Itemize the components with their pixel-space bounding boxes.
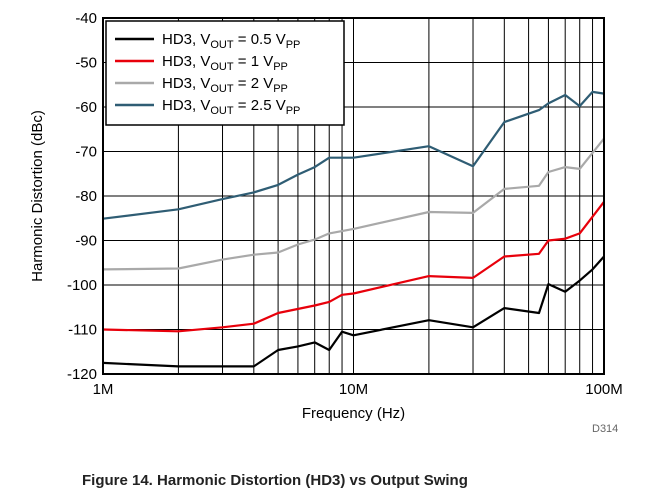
series-line-1 [102, 255, 605, 368]
y-tick-label: -120 [67, 366, 97, 383]
legend-label: HD3, VOUT = 1 VPP [162, 53, 288, 73]
figure-caption: Figure 14. Harmonic Distortion (HD3) vs … [82, 472, 468, 489]
x-axis-title: Frequency (Hz) [302, 405, 405, 422]
y-tick-label: -50 [75, 55, 97, 72]
plot-series [102, 90, 605, 368]
series-line-2 [102, 201, 605, 333]
plot-frame [102, 17, 605, 375]
x-tick-labels: 1M 10M 100M [93, 381, 623, 398]
legend-label: HD3, VOUT = 2.5 VPP [162, 97, 300, 117]
y-tick-labels: -40 -50 -60 -70 -80 -90 -100 -110 -120 [67, 10, 97, 383]
x-tick-label: 1M [93, 381, 114, 398]
legend-label: HD3, VOUT = 2 VPP [162, 75, 288, 95]
legend-label: HD3, VOUT = 0.5 VPP [162, 31, 300, 51]
y-tick-label: -100 [67, 277, 97, 294]
y-tick-label: -110 [68, 322, 97, 339]
harmonic-distortion-chart: -40 -50 -60 -70 -80 -90 -100 -110 -120 1M 10M 100M… [29, 10, 623, 435]
x-tick-label: 10M [339, 381, 368, 398]
figure-code: D314 [592, 423, 618, 435]
series-line-3 [102, 137, 605, 271]
y-tick-label: -70 [75, 144, 97, 161]
x-tick-label: 100M [585, 381, 623, 398]
y-tick-label: -40 [75, 10, 97, 27]
y-tick-label: -80 [75, 188, 97, 205]
y-tick-label: -60 [75, 99, 97, 116]
series-line-4 [102, 90, 605, 220]
y-tick-label: -90 [75, 233, 97, 250]
y-axis-title: Harmonic Distortion (dBc) [29, 110, 46, 282]
